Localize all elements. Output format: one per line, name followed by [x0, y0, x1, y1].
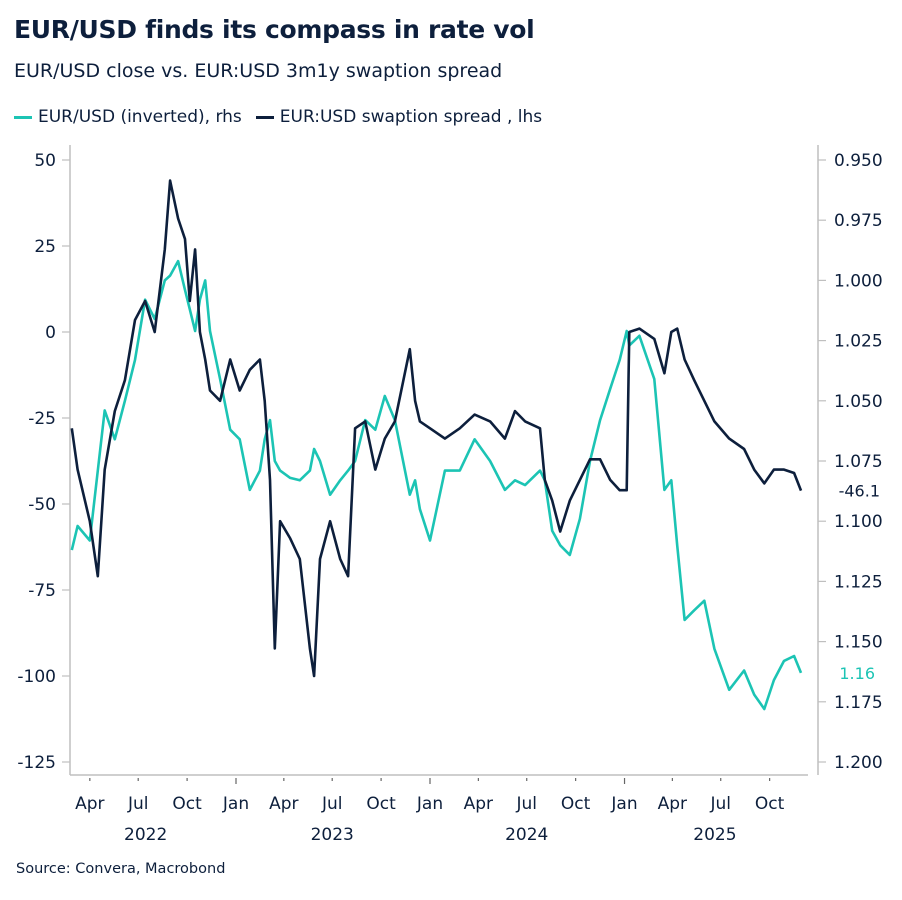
end-label-spread: -46.1 — [839, 482, 880, 501]
x-tick-label: Jan — [222, 794, 249, 814]
left-tick-label: 50 — [34, 151, 56, 171]
right-tick-label: 0.975 — [834, 211, 883, 231]
left-tick-label: 0 — [45, 323, 56, 343]
left-tick-label: -100 — [17, 667, 56, 687]
right-tick-label: 1.000 — [834, 271, 883, 291]
legend-label-spread: EUR:USD swaption spread , lhs — [279, 107, 543, 127]
x-year-label: 2025 — [693, 825, 736, 845]
x-tick-label: Jul — [321, 794, 343, 814]
right-tick-label: 1.200 — [834, 753, 883, 773]
x-tick-label: Oct — [366, 794, 396, 814]
x-year-label: 2023 — [311, 825, 354, 845]
x-tick-label: Oct — [561, 794, 591, 814]
source-note: Source: Convera, Macrobond — [16, 861, 226, 877]
left-tick-label: -50 — [28, 495, 56, 515]
right-tick-label: 1.075 — [834, 452, 883, 472]
x-year-label: 2024 — [505, 825, 548, 845]
right-tick-label: 1.025 — [834, 332, 883, 352]
x-tick-label: Jul — [709, 794, 731, 814]
series-line-eurusd — [70, 259, 803, 711]
right-tick-label: 1.050 — [834, 392, 883, 412]
left-tick-label: -125 — [17, 753, 56, 773]
legend-item-eurusd: EUR/USD (inverted), rhs — [14, 107, 242, 127]
x-tick-label: Apr — [75, 794, 104, 814]
legend-swatch-spread — [255, 115, 274, 119]
x-tick-label: Oct — [755, 794, 785, 814]
legend-label-eurusd: EUR/USD (inverted), rhs — [38, 107, 242, 127]
legend: EUR/USD (inverted), rhs EUR:USD swaption… — [14, 107, 542, 127]
x-year-label: 2022 — [124, 825, 167, 845]
legend-item-spread: EUR:USD swaption spread , lhs — [255, 107, 543, 127]
right-tick-label: 0.950 — [834, 151, 883, 171]
x-tick-label: Jan — [610, 794, 637, 814]
legend-swatch-eurusd — [14, 115, 32, 119]
x-tick-label: Apr — [658, 794, 687, 814]
left-tick-label: 25 — [34, 237, 56, 257]
x-tick-label: Jul — [515, 794, 537, 814]
x-tick-label: Oct — [172, 794, 202, 814]
right-tick-label: 1.150 — [834, 633, 883, 653]
right-tick-label: 1.100 — [834, 512, 883, 532]
left-tick-label: -75 — [28, 581, 56, 601]
chart-title: EUR/USD finds its compass in rate vol — [14, 15, 535, 44]
left-tick-label: -25 — [28, 409, 56, 429]
series-line-spread — [70, 179, 803, 678]
x-tick-label: Jul — [127, 794, 149, 814]
x-tick-label: Apr — [464, 794, 493, 814]
x-tick-label: Jan — [416, 794, 443, 814]
right-tick-label: 1.125 — [834, 572, 883, 592]
right-tick-label: 1.175 — [834, 693, 883, 713]
end-label-eurusd: 1.16 — [839, 664, 875, 683]
x-tick-label: Apr — [269, 794, 298, 814]
chart-subtitle: EUR/USD close vs. EUR:USD 3m1y swaption … — [14, 60, 503, 82]
